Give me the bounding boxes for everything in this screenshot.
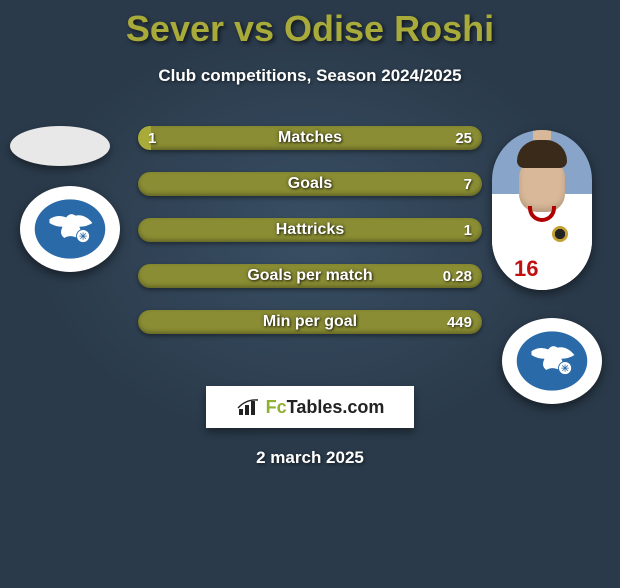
stat-label: Min per goal <box>138 310 482 334</box>
eagle-icon <box>524 340 580 381</box>
stat-bar: Min per goal 449 <box>138 310 482 334</box>
brand-suffix: Tables.com <box>287 397 385 417</box>
date-text: 2 march 2025 <box>0 448 620 468</box>
eagle-icon <box>42 208 98 249</box>
club-right-logo: ERZURUMSPOR <box>502 318 602 404</box>
player-right-avatar: 16 <box>492 130 592 290</box>
stat-bar: Hattricks 1 <box>138 218 482 242</box>
brand-text: FcTables.com <box>266 397 385 418</box>
club-left-text: ERZURUMSPOR <box>20 194 120 200</box>
stat-right-value: 449 <box>447 310 472 334</box>
page-title: Sever vs Odise Roshi <box>0 8 620 50</box>
brand-box[interactable]: FcTables.com <box>206 386 414 428</box>
brand-prefix: Fc <box>266 397 287 417</box>
player-left-avatar <box>10 126 110 166</box>
stat-right-value: 7 <box>464 172 472 196</box>
subtitle: Club competitions, Season 2024/2025 <box>0 66 620 86</box>
stat-bar: Goals 7 <box>138 172 482 196</box>
stat-label: Hattricks <box>138 218 482 242</box>
stat-bars-container: 1 Matches 25 Goals 7 Hattricks 1 Goals p… <box>138 126 482 334</box>
stat-right-value: 0.28 <box>443 264 472 288</box>
stat-label: Goals per match <box>138 264 482 288</box>
stat-bar: 1 Matches 25 <box>138 126 482 150</box>
brand-chart-icon <box>236 397 264 417</box>
club-right-text: ERZURUMSPOR <box>502 326 602 332</box>
club-left-logo: ERZURUMSPOR <box>20 186 120 272</box>
stat-label: Matches <box>138 126 482 150</box>
stat-label: Goals <box>138 172 482 196</box>
stat-right-value: 25 <box>455 126 472 150</box>
player-right-number: 16 <box>514 256 538 282</box>
stat-bar: Goals per match 0.28 <box>138 264 482 288</box>
stat-right-value: 1 <box>464 218 472 242</box>
